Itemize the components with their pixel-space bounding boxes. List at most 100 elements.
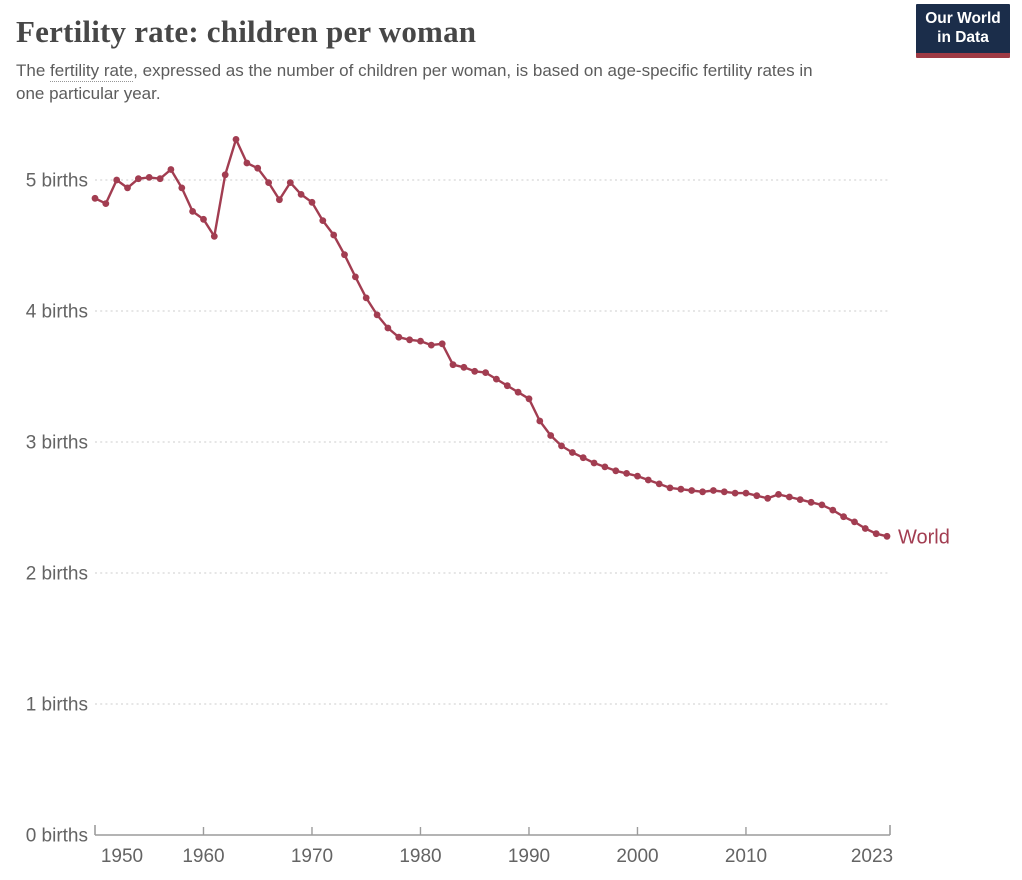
data-point bbox=[276, 196, 283, 204]
data-point bbox=[254, 164, 262, 172]
data-point bbox=[775, 491, 782, 498]
x-tick-label: 1980 bbox=[399, 846, 441, 867]
gridlines bbox=[95, 179, 890, 705]
data-point bbox=[818, 501, 826, 509]
data-point bbox=[536, 417, 544, 425]
data-point bbox=[362, 294, 370, 302]
y-tick-label: 3 births bbox=[26, 433, 88, 454]
data-point bbox=[710, 487, 717, 494]
data-point bbox=[482, 369, 489, 376]
data-point bbox=[807, 498, 815, 506]
x-tick-label: 2000 bbox=[616, 846, 658, 867]
data-point bbox=[232, 136, 240, 143]
x-tick-label: 1990 bbox=[508, 846, 550, 867]
data-point bbox=[764, 494, 772, 502]
data-point bbox=[731, 489, 739, 497]
fertility-rate-link[interactable]: fertility rate bbox=[50, 61, 134, 82]
data-point bbox=[460, 363, 468, 371]
y-axis-labels: 0 births 1 births 2 births 3 births 4 births… bbox=[26, 171, 88, 847]
data-point bbox=[872, 530, 880, 538]
data-point bbox=[124, 184, 131, 192]
data-point bbox=[883, 532, 891, 540]
data-point bbox=[178, 184, 186, 192]
data-point bbox=[113, 176, 121, 184]
data-point bbox=[861, 525, 869, 532]
data-point bbox=[427, 341, 435, 349]
world-series-label: World bbox=[898, 526, 950, 548]
data-point bbox=[308, 198, 316, 206]
data-point bbox=[796, 496, 804, 503]
owid-logo-line1: Our World bbox=[925, 10, 1001, 27]
y-tick-label: 5 births bbox=[26, 171, 88, 192]
chart-header: Fertility rate: children per woman The f… bbox=[16, 10, 1006, 106]
data-point bbox=[753, 492, 761, 500]
data-point bbox=[851, 518, 858, 526]
data-point bbox=[666, 484, 674, 492]
data-point bbox=[644, 476, 652, 484]
data-point bbox=[840, 513, 847, 521]
world-line-markers bbox=[91, 136, 891, 540]
data-point bbox=[373, 311, 381, 319]
data-point bbox=[417, 337, 424, 345]
x-tick-label: 2010 bbox=[725, 846, 767, 867]
data-point bbox=[569, 449, 576, 456]
data-point bbox=[200, 215, 207, 223]
data-point bbox=[156, 175, 164, 183]
data-point bbox=[623, 470, 630, 477]
data-point bbox=[634, 472, 641, 480]
data-point bbox=[286, 179, 294, 187]
y-tick-label: 4 births bbox=[26, 302, 88, 323]
y-tick-label: 0 births bbox=[26, 826, 88, 847]
subtitle-text-rest: , expressed as the number of children pe… bbox=[16, 61, 813, 103]
data-point bbox=[145, 174, 153, 181]
data-point bbox=[688, 487, 696, 494]
data-point bbox=[384, 324, 392, 332]
data-point bbox=[341, 251, 348, 259]
data-point bbox=[189, 208, 197, 215]
data-point bbox=[265, 179, 272, 187]
data-point bbox=[135, 175, 142, 183]
data-point bbox=[471, 367, 479, 375]
data-point bbox=[221, 171, 229, 179]
x-tick-label: 1970 bbox=[291, 846, 333, 867]
data-point bbox=[579, 454, 587, 462]
data-point bbox=[395, 333, 403, 341]
x-tick-label: 1960 bbox=[182, 846, 224, 867]
x-tick-label: 1950 bbox=[101, 846, 143, 867]
data-point bbox=[601, 463, 609, 471]
x-axis-labels: 1950 1960 1970 1980 1990 2000 2010 2023 bbox=[101, 846, 893, 867]
data-point bbox=[493, 375, 500, 383]
y-tick-label: 2 births bbox=[26, 564, 88, 585]
data-point bbox=[91, 194, 99, 202]
world-line[interactable] bbox=[93, 138, 889, 538]
x-axis bbox=[94, 825, 891, 836]
data-point bbox=[525, 395, 533, 403]
data-point bbox=[720, 488, 728, 496]
data-point bbox=[655, 480, 663, 488]
subtitle-text-prefix: The bbox=[16, 61, 51, 80]
page-title: Fertility rate: children per woman bbox=[16, 14, 477, 49]
data-point bbox=[330, 231, 338, 239]
chart-subtitle: The fertility rate, expressed as the num… bbox=[16, 60, 816, 106]
owid-logo[interactable]: Our World in Data bbox=[916, 4, 1010, 58]
data-point bbox=[243, 159, 251, 167]
data-point bbox=[503, 382, 511, 390]
data-point bbox=[102, 200, 110, 208]
x-tick-label: 2023 bbox=[851, 846, 893, 867]
y-tick-label: 1 births bbox=[26, 695, 88, 716]
data-point bbox=[438, 340, 446, 348]
owid-logo-line2: in Data bbox=[937, 28, 989, 46]
data-point bbox=[210, 232, 218, 240]
data-point bbox=[167, 166, 175, 173]
data-point bbox=[449, 361, 457, 369]
data-point bbox=[590, 459, 598, 467]
data-point bbox=[514, 388, 522, 396]
data-point bbox=[612, 467, 620, 475]
data-point bbox=[786, 493, 793, 501]
data-point bbox=[699, 488, 706, 496]
data-point bbox=[829, 506, 837, 514]
data-point bbox=[547, 432, 555, 439]
